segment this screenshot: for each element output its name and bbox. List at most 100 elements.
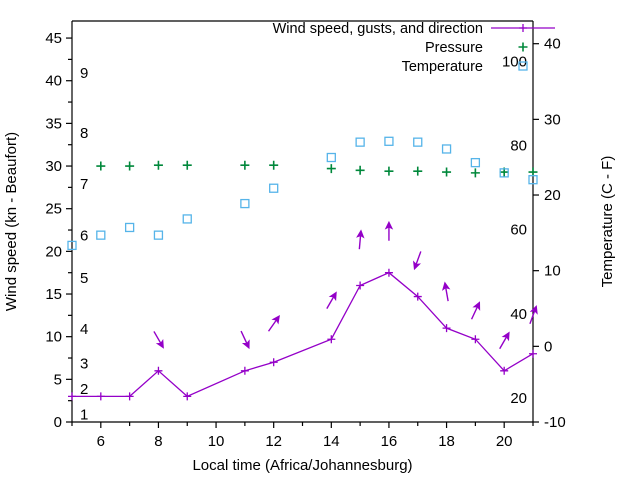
wind-speed-marker: [125, 392, 134, 401]
wind-speed-marker: [413, 292, 422, 301]
wind-speed-marker: [356, 281, 365, 290]
wind-direction-arrow: [441, 281, 451, 302]
legend-label-1: Pressure: [425, 40, 483, 56]
beaufort-label: 3: [80, 355, 88, 372]
wind-direction-arrow: [267, 314, 280, 332]
temperature-marker: [67, 240, 77, 251]
pressure-marker: [240, 160, 250, 170]
pressure-marker: [413, 166, 423, 176]
legend-swatch-marker-2: [518, 61, 528, 71]
temperature-marker: [326, 152, 336, 163]
pressure-marker: [153, 160, 163, 170]
pressure-marker: [470, 168, 480, 178]
y2-tick-label: 20: [544, 187, 561, 204]
x-tick-label: 6: [97, 433, 105, 450]
y-tick-label: 30: [45, 158, 62, 175]
y-tick-label: 20: [45, 243, 62, 260]
temperature-marker: [124, 222, 135, 233]
legend-label-0: Wind speed, gusts, and direction: [273, 21, 483, 37]
legend-swatch-marker-1: [518, 42, 528, 52]
wind-speed-marker: [384, 268, 393, 277]
x-tick-label: 10: [208, 433, 225, 450]
wind-direction-arrow: [413, 251, 422, 271]
temperature-marker: [182, 214, 192, 224]
pressure-marker: [96, 161, 106, 171]
pressure-marker: [269, 160, 279, 170]
wind-speed-marker: [471, 335, 480, 344]
wind-speed-marker: [68, 392, 76, 401]
plot-frame-left-bottom: [71, 21, 533, 423]
beaufort-label: 5: [80, 270, 88, 287]
fahrenheit-label: 20: [510, 390, 527, 407]
fahrenheit-label: 60: [510, 221, 527, 238]
x-tick-label: 8: [154, 433, 162, 450]
wind-speed-marker: [240, 366, 249, 375]
x-tick-label: 20: [496, 433, 513, 450]
legend-swatch-marker-0: [519, 24, 527, 32]
beaufort-label: 4: [80, 321, 88, 338]
y-tick-label: 10: [45, 329, 62, 346]
temperature-marker: [240, 198, 250, 209]
temperature-marker: [441, 144, 452, 154]
fahrenheit-label: 40: [510, 306, 527, 323]
wind-direction-arrow: [153, 331, 164, 349]
x-tick-label: 14: [323, 433, 340, 450]
x-axis-title: Local time (Africa/Johannesburg): [192, 457, 412, 474]
x-tick-label: 18: [438, 433, 455, 450]
pressure-marker: [182, 160, 192, 170]
temperature-marker: [269, 183, 279, 193]
y2-tick-label: 10: [544, 263, 561, 280]
y2-tick-label: 30: [544, 111, 561, 128]
wind-direction-arrow: [470, 301, 481, 320]
temperature-marker: [528, 175, 538, 185]
wind-direction-arrow: [529, 305, 538, 325]
y-axis-title: Wind speed (kn - Beaufort): [3, 132, 20, 311]
temperature-marker: [499, 168, 509, 178]
y-tick-label: 35: [45, 115, 62, 132]
pressure-marker: [355, 165, 365, 175]
y-tick-label: 5: [54, 371, 62, 388]
beaufort-label: 8: [80, 125, 88, 142]
pressure-marker: [384, 166, 394, 176]
temperature-marker: [355, 137, 365, 147]
wind-direction-arrow: [326, 291, 337, 309]
fahrenheit-label: 80: [510, 137, 527, 154]
x-tick-label: 12: [265, 433, 282, 450]
temperature-marker: [153, 230, 164, 240]
beaufort-label: 9: [80, 65, 88, 82]
y-tick-label: 45: [45, 30, 62, 47]
wind-direction-arrow: [499, 331, 510, 350]
wind-direction-arrow: [240, 330, 250, 350]
beaufort-label: 1: [80, 406, 88, 423]
y2-tick-label: 40: [544, 36, 561, 53]
temperature-marker: [413, 137, 423, 147]
wind-direction-arrow: [356, 229, 365, 250]
y2-tick-label: -10: [544, 414, 566, 431]
wind-direction-arrow: [384, 220, 394, 241]
wind-speed-marker: [183, 392, 192, 401]
y-tick-label: 40: [45, 73, 62, 90]
fahrenheit-label: 100: [502, 53, 527, 70]
beaufort-label: 6: [80, 227, 88, 244]
y2-axis-title: Temperature (C - F): [599, 156, 616, 288]
beaufort-label: 2: [80, 381, 88, 398]
x-tick-label: 16: [381, 433, 398, 450]
wind-speed-line: [72, 271, 534, 398]
wind-speed-marker: [500, 366, 509, 375]
pressure-marker: [326, 164, 336, 174]
y-tick-label: 25: [45, 201, 62, 218]
temperature-marker: [384, 136, 394, 146]
wind-speed-marker: [442, 324, 451, 333]
pressure-marker: [528, 167, 538, 177]
wind-speed-marker: [327, 335, 336, 344]
y-tick-label: 15: [45, 286, 62, 303]
temperature-marker: [96, 230, 106, 240]
legend-label-2: Temperature: [402, 59, 483, 75]
wind-speed-marker: [154, 366, 163, 375]
pressure-marker: [125, 161, 135, 171]
pressure-marker: [442, 167, 452, 177]
temperature-marker: [470, 157, 481, 168]
wind-speed-marker: [269, 358, 278, 367]
